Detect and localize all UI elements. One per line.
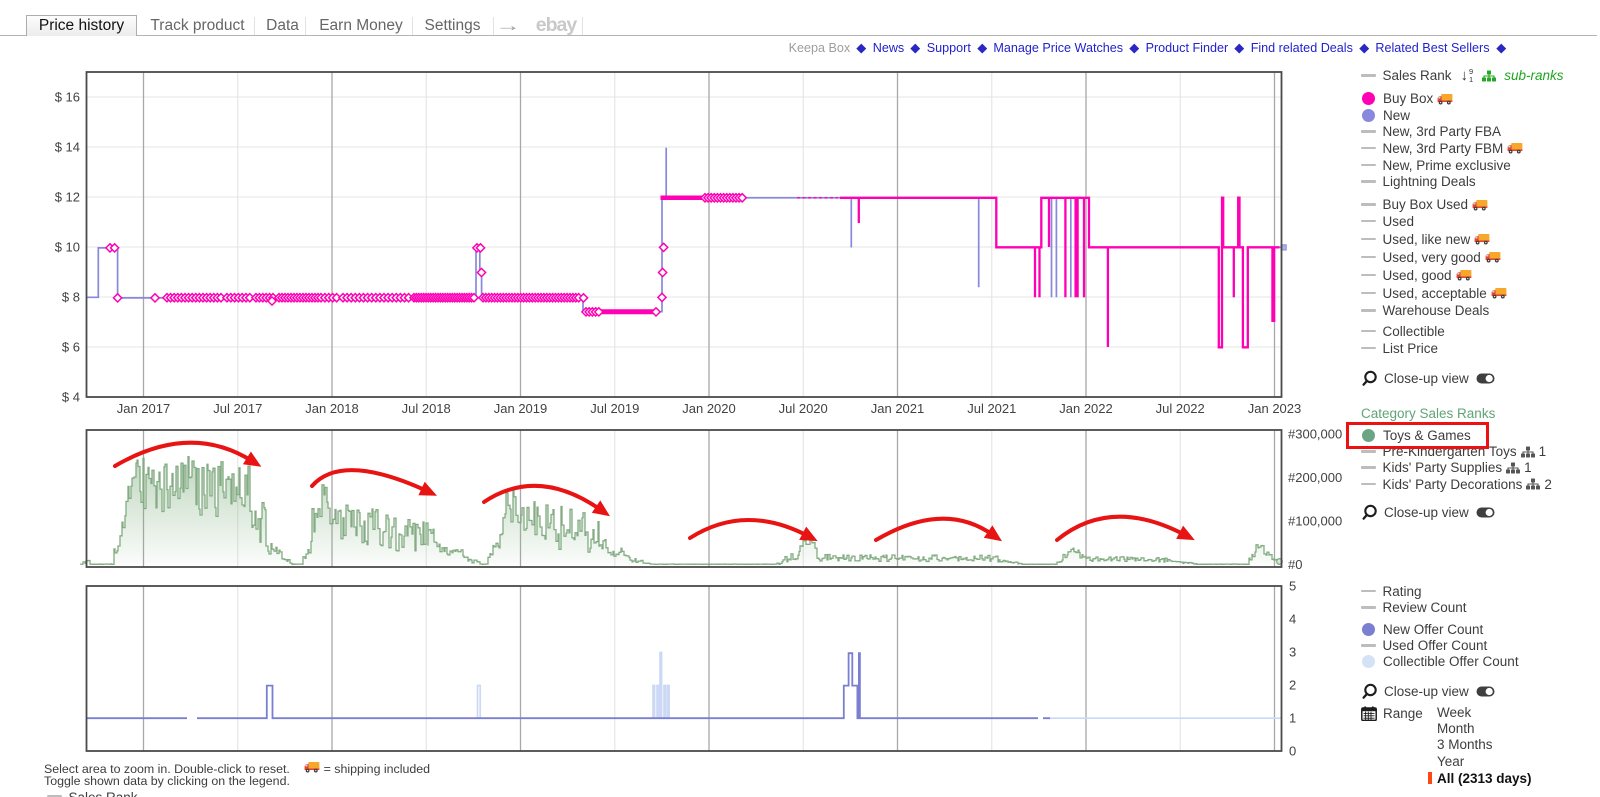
svg-text:Jan 2020: Jan 2020 xyxy=(682,401,736,416)
svg-text:Jul 2017: Jul 2017 xyxy=(213,401,262,416)
svg-text:$ 6: $ 6 xyxy=(62,340,80,355)
svg-text:#0: #0 xyxy=(1288,557,1302,572)
svg-text:#100,000: #100,000 xyxy=(1288,514,1342,529)
svg-text:Jan 2018: Jan 2018 xyxy=(305,401,359,416)
svg-text:Jul 2018: Jul 2018 xyxy=(402,401,451,416)
svg-text:0: 0 xyxy=(1289,744,1296,759)
svg-text:$ 4: $ 4 xyxy=(62,390,80,405)
svg-text:Jul 2022: Jul 2022 xyxy=(1156,401,1205,416)
svg-text:$ 14: $ 14 xyxy=(55,140,80,155)
svg-text:2: 2 xyxy=(1289,678,1296,693)
svg-text:$ 16: $ 16 xyxy=(55,90,80,105)
svg-text:Jul 2019: Jul 2019 xyxy=(590,401,639,416)
svg-text:Jul 2021: Jul 2021 xyxy=(967,401,1016,416)
svg-text:Jul 2020: Jul 2020 xyxy=(779,401,828,416)
svg-text:Jan 2023: Jan 2023 xyxy=(1248,401,1302,416)
svg-text:#300,000: #300,000 xyxy=(1288,427,1342,442)
svg-text:1: 1 xyxy=(1289,711,1296,726)
svg-text:Jan 2019: Jan 2019 xyxy=(494,401,548,416)
svg-text:#200,000: #200,000 xyxy=(1288,470,1342,485)
svg-text:Jan 2017: Jan 2017 xyxy=(117,401,171,416)
svg-text:5: 5 xyxy=(1289,579,1296,594)
svg-text:Jan 2021: Jan 2021 xyxy=(871,401,925,416)
svg-text:4: 4 xyxy=(1289,612,1296,627)
svg-text:$ 8: $ 8 xyxy=(62,290,80,305)
svg-text:$ 12: $ 12 xyxy=(55,190,80,205)
svg-text:Jan 2022: Jan 2022 xyxy=(1059,401,1113,416)
svg-text:$ 10: $ 10 xyxy=(55,240,80,255)
svg-text:3: 3 xyxy=(1289,645,1296,660)
